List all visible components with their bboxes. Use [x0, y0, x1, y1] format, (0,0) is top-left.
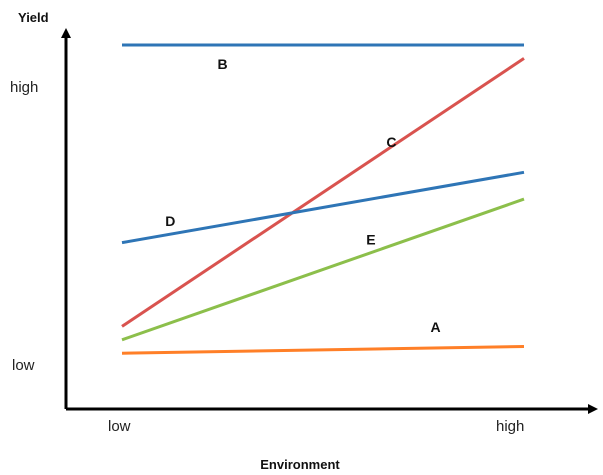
x-tick-low: low — [108, 418, 131, 435]
y-axis-title: Yield — [18, 10, 49, 25]
series-label-d: D — [165, 213, 175, 229]
series-line-c — [121, 57, 525, 328]
series-layer: A B C D E — [121, 43, 525, 355]
series-line-d — [121, 170, 525, 245]
x-axis-title: Environment — [260, 457, 340, 472]
y-tick-high: high — [10, 79, 38, 96]
series-line-a — [121, 345, 525, 355]
series-label-a: A — [431, 319, 441, 335]
x-tick-high: high — [496, 418, 524, 435]
series-label-b: B — [218, 56, 228, 72]
series-label-e: E — [366, 232, 375, 248]
series-line-e — [121, 197, 525, 342]
y-tick-low: low — [12, 357, 35, 374]
series-label-c: C — [386, 134, 396, 150]
